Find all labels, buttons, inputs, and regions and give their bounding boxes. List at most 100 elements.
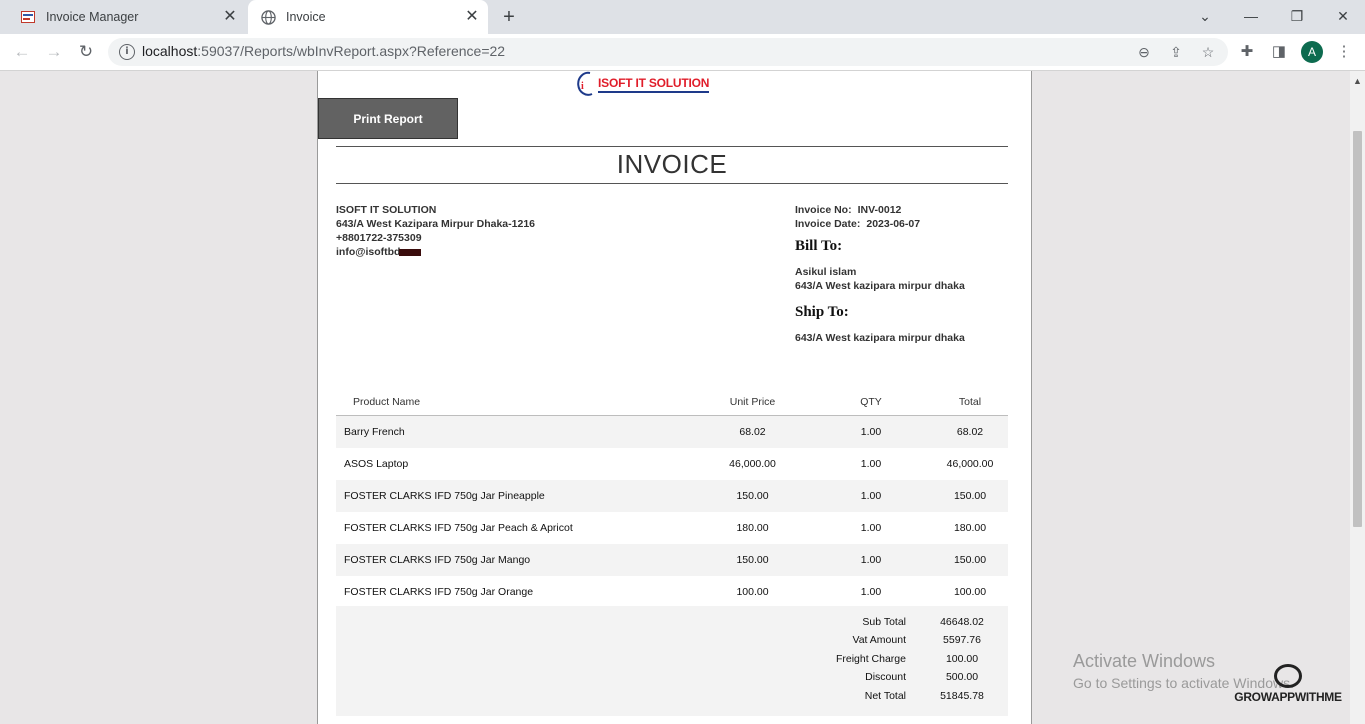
scroll-up-arrow-icon[interactable]: ▲ xyxy=(1353,76,1362,86)
invoice-date-label: Invoice Date: xyxy=(795,218,861,230)
watermark-text: GROWAPPWITHME xyxy=(1234,690,1342,704)
bill-to-heading: Bill To: xyxy=(795,238,843,254)
table-row: FOSTER CLARKS IFD 750g Jar Peach & Apric… xyxy=(336,512,1008,544)
side-panel-icon[interactable]: ◨ xyxy=(1271,43,1287,60)
invoice-date: 2023-06-07 xyxy=(866,218,921,230)
invoice-number: INV-0012 xyxy=(857,204,902,216)
qty-cell: 1.00 xyxy=(810,415,932,448)
subtotal-row: Sub Total 46648.02 xyxy=(336,614,1008,632)
logo-text: ISOFT IT SOLUTION xyxy=(598,76,709,93)
qty-cell: 1.00 xyxy=(860,586,882,598)
line-items-table: Product Name Unit Price QTY Total Barry … xyxy=(336,389,1008,608)
menu-kebab-icon[interactable]: ⋮ xyxy=(1336,43,1352,60)
page-title: INVOICE xyxy=(616,149,728,179)
activate-title: Activate Windows xyxy=(1073,651,1216,671)
qty-cell: 1.00 xyxy=(860,522,882,534)
zoom-icon[interactable]: ⊖ xyxy=(1138,44,1150,60)
invoice-number-row: Invoice No: INV-0012 xyxy=(795,203,1015,217)
browser-toolbar: ← → ↻ i localhost:59037/Reports/wbInvRep… xyxy=(0,34,1365,71)
print-report-button[interactable]: Print Report xyxy=(318,98,458,139)
forward-arrow-icon[interactable]: → xyxy=(45,42,63,61)
invoice-date-row: Invoice Date: 2023-06-07 xyxy=(795,217,1015,231)
close-window-icon[interactable]: ✕ xyxy=(1337,8,1349,24)
product-name-cell: Barry French xyxy=(336,415,695,448)
discount-row: Discount 500.00 xyxy=(336,669,1008,687)
qty-cell: 1.00 xyxy=(810,480,932,512)
share-icon[interactable]: ⇪ xyxy=(1170,44,1182,60)
table-row: ASOS Laptop 46,000.00 1.00 46,000.00 xyxy=(336,448,1008,480)
tab-invoice-manager[interactable]: Invoice Manager ✕ xyxy=(8,0,246,34)
total-cell: 100.00 xyxy=(953,586,987,598)
total-value: 51845.78 xyxy=(940,690,984,702)
total-label: Freight Charge xyxy=(835,653,906,665)
total-cell: 150.00 xyxy=(932,544,1008,576)
tab-invoice[interactable]: Invoice ✕ xyxy=(248,0,488,34)
company-phone: +8801722-375309 xyxy=(336,232,422,244)
company-logo: i ISOFT IT SOLUTION xyxy=(576,71,709,99)
net-total-row: Net Total 51845.78 xyxy=(336,688,1008,706)
close-tab-icon[interactable]: ✕ xyxy=(465,8,479,25)
back-arrow-icon[interactable]: ← xyxy=(13,42,31,61)
column-header: QTY xyxy=(810,389,932,416)
title-rule-top xyxy=(336,146,1008,147)
logo-mark-icon: i xyxy=(577,71,593,96)
page-viewport: i ISOFT IT SOLUTION Print Report INVOICE… xyxy=(0,71,1350,724)
qty-cell: 1.00 xyxy=(860,458,882,470)
watermark: GROWAPPWITHME xyxy=(1218,664,1358,704)
total-value: 5597.76 xyxy=(943,634,981,646)
company-address: 643/A West Kazipara Mirpur Dhaka-1216 xyxy=(336,218,535,230)
column-header: Unit Price xyxy=(695,389,810,416)
scroll-thumb[interactable] xyxy=(1353,131,1362,527)
column-header: Total xyxy=(932,389,1008,416)
unit-price-cell: 150.00 xyxy=(695,480,810,512)
unit-price-cell: 46,000.00 xyxy=(729,458,776,470)
total-cell: 68.02 xyxy=(932,415,1008,448)
total-label: Vat Amount xyxy=(852,634,906,646)
tab-search-icon[interactable]: ⌄ xyxy=(1199,8,1211,24)
redaction-mark xyxy=(399,248,422,256)
tab-strip: Invoice Manager ✕ Invoice ✕ + ⌄ — ❐ ✕ xyxy=(0,0,1365,34)
new-tab-button[interactable]: + xyxy=(503,6,515,28)
profile-avatar[interactable]: A xyxy=(1301,41,1323,63)
invoice-number-label: Invoice No: xyxy=(795,204,852,216)
close-tab-icon[interactable]: ✕ xyxy=(223,8,237,25)
title-rule-bottom xyxy=(336,183,1008,184)
unit-price-cell: 100.00 xyxy=(736,586,769,598)
ship-to-heading: Ship To: xyxy=(795,304,849,320)
minimize-icon[interactable]: — xyxy=(1244,8,1258,24)
address-bar[interactable]: i localhost:59037/Reports/wbInvReport.as… xyxy=(108,38,1228,66)
bill-to-address: 643/A West kazipara mirpur dhaka xyxy=(795,280,965,292)
activate-subtitle: Go to Settings to activate Windows. xyxy=(1073,675,1294,691)
company-name: ISOFT IT SOLUTION xyxy=(336,204,437,216)
bookmark-star-icon[interactable]: ☆ xyxy=(1201,44,1215,60)
company-email: info@isoftbd xyxy=(336,246,401,258)
invoice-report: i ISOFT IT SOLUTION Print Report INVOICE… xyxy=(317,71,1032,724)
restore-icon[interactable]: ❐ xyxy=(1290,8,1304,24)
svg-text:i: i xyxy=(581,81,584,92)
qty-cell: 1.00 xyxy=(810,544,932,576)
ship-to-address: 643/A West kazipara mirpur dhaka xyxy=(795,332,965,344)
tab-title: Invoice Manager xyxy=(46,10,139,24)
total-value: 46648.02 xyxy=(940,616,984,628)
table-row: FOSTER CLARKS IFD 750g Jar Pineapple 150… xyxy=(336,480,1008,512)
globe-icon xyxy=(260,9,276,25)
product-name-cell: FOSTER CLARKS IFD 750g Jar Pineapple xyxy=(336,480,695,512)
total-value: 500.00 xyxy=(945,671,979,683)
app-favicon-icon xyxy=(20,9,36,25)
page-scrollbar[interactable]: ▲ xyxy=(1350,71,1365,724)
total-label: Net Total xyxy=(864,690,906,702)
site-info-icon[interactable]: i xyxy=(119,44,135,60)
tab-title: Invoice xyxy=(286,10,326,24)
table-header-row: Product Name Unit Price QTY Total xyxy=(336,389,1008,416)
total-value: 100.00 xyxy=(945,653,979,665)
total-label: Sub Total xyxy=(862,616,906,628)
total-cell: 46,000.00 xyxy=(946,458,994,470)
invoice-meta-block: Invoice No: INV-0012 Invoice Date: 2023-06… xyxy=(795,203,1015,345)
freight-row: Freight Charge 100.00 xyxy=(336,651,1008,669)
product-name-cell: ASOS Laptop xyxy=(344,458,409,470)
unit-price-cell: 180.00 xyxy=(736,522,769,534)
url-text[interactable]: localhost:59037/Reports/wbInvReport.aspx… xyxy=(142,43,506,59)
reload-icon[interactable]: ↻ xyxy=(78,42,94,61)
watermark-logo-icon xyxy=(1274,664,1302,688)
extensions-puzzle-icon[interactable]: ✚ xyxy=(1240,43,1254,60)
